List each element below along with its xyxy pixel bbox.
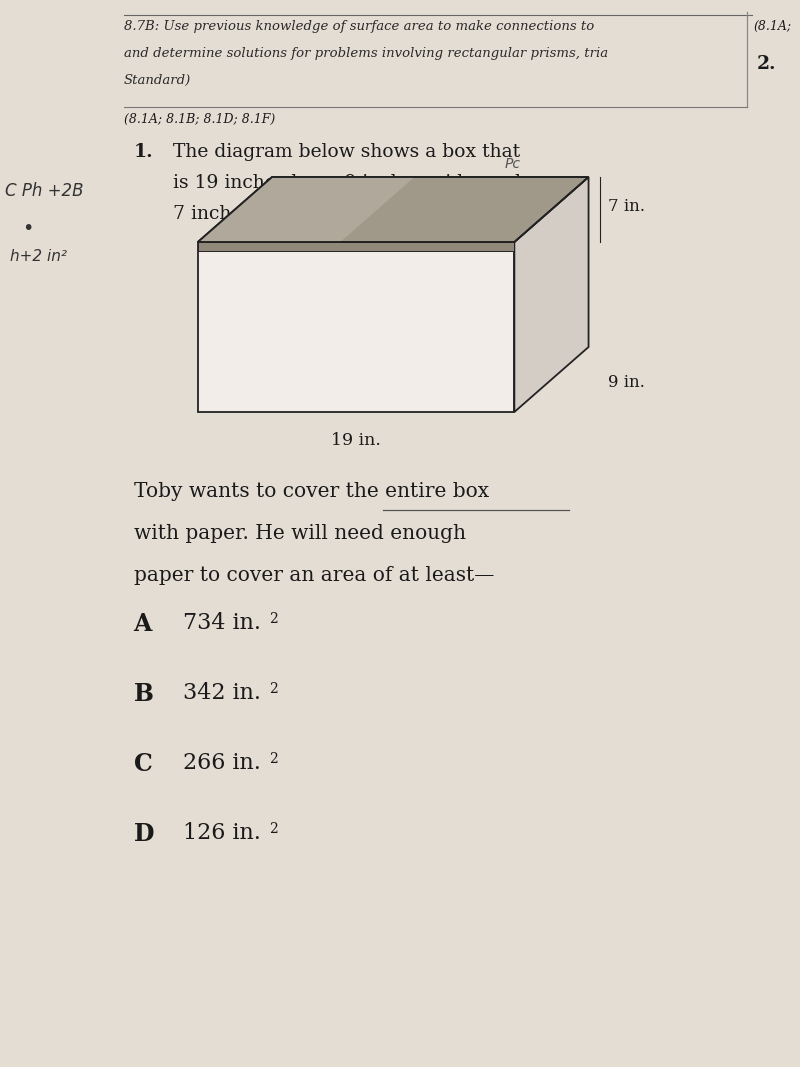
Text: 2: 2	[269, 822, 278, 837]
Text: 9 in.: 9 in.	[608, 375, 646, 392]
Polygon shape	[198, 177, 589, 242]
Text: 2: 2	[269, 682, 278, 696]
Polygon shape	[198, 177, 414, 242]
Text: is 19 inches long, 9 inches wide, and: is 19 inches long, 9 inches wide, and	[173, 174, 521, 192]
Text: Lc: Lc	[505, 185, 520, 200]
Text: h+2 in²: h+2 in²	[10, 249, 67, 264]
Text: (8.1A; 8.1B; 8.1D; 8.1F): (8.1A; 8.1B; 8.1D; 8.1F)	[124, 113, 275, 126]
Text: paper to cover an area of at least—: paper to cover an area of at least—	[134, 566, 494, 585]
Text: (8.1A;: (8.1A;	[754, 20, 792, 33]
Text: 7 inches tall.: 7 inches tall.	[173, 205, 294, 223]
Text: A: A	[134, 612, 152, 636]
Polygon shape	[198, 242, 514, 412]
Text: C Ph +2B: C Ph +2B	[5, 182, 83, 200]
Text: C: C	[134, 752, 152, 776]
Text: 266 in.: 266 in.	[183, 752, 261, 774]
Text: B: B	[134, 682, 154, 706]
Text: 734 in.: 734 in.	[183, 612, 261, 634]
Polygon shape	[514, 177, 589, 412]
Text: Standard): Standard)	[124, 74, 191, 87]
Text: 8.7B: Use previous knowledge of surface area to make connections to: 8.7B: Use previous knowledge of surface …	[124, 20, 594, 33]
Polygon shape	[198, 242, 514, 251]
Text: 342 in.: 342 in.	[183, 682, 261, 704]
Text: Toby wants to cover the entire box: Toby wants to cover the entire box	[134, 482, 489, 501]
Text: 1.: 1.	[134, 143, 153, 161]
Text: 2: 2	[269, 752, 278, 766]
Text: •: •	[22, 219, 33, 238]
Text: 126 in.: 126 in.	[183, 822, 261, 844]
Text: The diagram below shows a box that: The diagram below shows a box that	[173, 143, 520, 161]
Text: 7 in.: 7 in.	[608, 197, 646, 214]
Text: 19 in.: 19 in.	[331, 432, 381, 449]
Text: Pc: Pc	[505, 157, 521, 171]
Text: 2: 2	[269, 612, 278, 626]
Text: D: D	[134, 822, 154, 846]
Text: 2.: 2.	[757, 55, 776, 73]
Text: with paper. He will need enough: with paper. He will need enough	[134, 524, 466, 543]
Text: and determine solutions for problems involving rectangular prisms, tria: and determine solutions for problems inv…	[124, 47, 608, 60]
Text: Bc: Bc	[505, 212, 522, 226]
